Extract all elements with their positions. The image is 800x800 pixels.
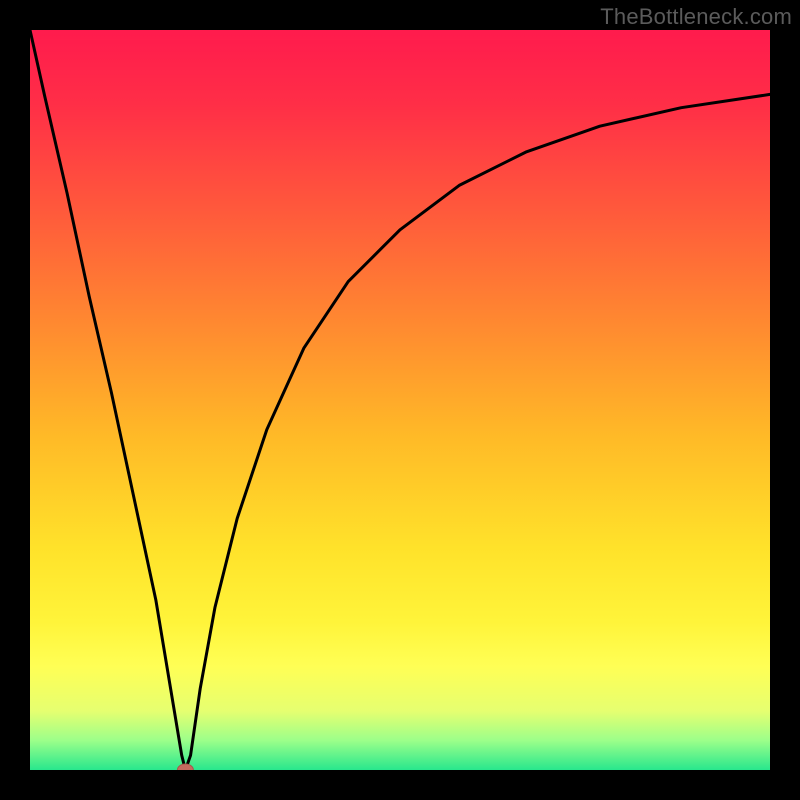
gradient-background [30,30,770,770]
plot-area [30,30,770,770]
bottleneck-chart-svg [30,30,770,770]
watermark-text: TheBottleneck.com [600,4,792,30]
chart-container: TheBottleneck.com [0,0,800,800]
